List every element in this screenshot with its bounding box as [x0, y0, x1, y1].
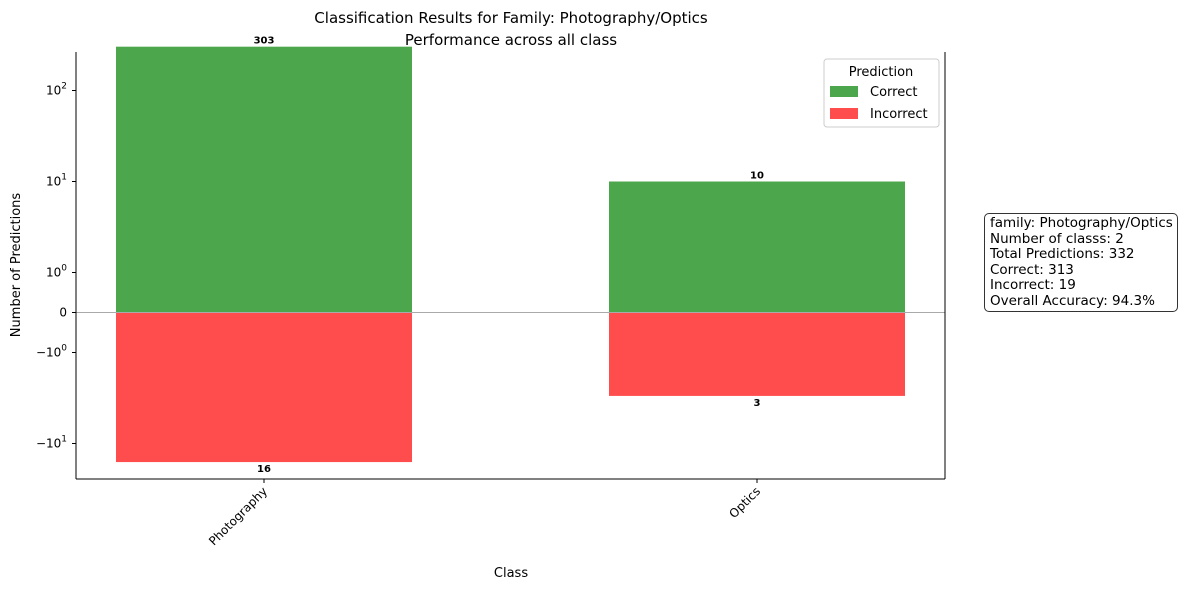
- bar-incorrect-photography: [116, 312, 412, 463]
- legend-label-correct: Correct: [870, 85, 917, 100]
- legend-title: Prediction: [849, 65, 914, 80]
- bars-layer: [116, 46, 905, 463]
- legend-swatch-correct: [830, 86, 858, 97]
- bar-label-incorrect-photography: 16: [257, 464, 271, 475]
- y-tick-label: 101: [46, 173, 67, 189]
- bar-correct-optics: [609, 181, 905, 313]
- y-tick-label: 102: [46, 82, 67, 98]
- legend: Prediction Correct Incorrect: [823, 58, 940, 128]
- x-axis-title: Class: [494, 566, 528, 581]
- bar-label-correct-photography: 303: [254, 36, 275, 47]
- y-tick-label: 0: [59, 306, 67, 320]
- bar-label-incorrect-optics: 3: [754, 398, 761, 409]
- chart-subtitle: Performance across all class: [405, 31, 617, 49]
- x-tick-label-photography: Photography: [206, 484, 270, 548]
- summary-correct: Correct: 313: [990, 261, 1074, 278]
- x-tick-label-optics: Optics: [726, 484, 763, 521]
- summary-family: family: Photography/Optics: [990, 215, 1173, 231]
- bar-labels-layer: 303 10 16 3: [254, 36, 764, 475]
- y-axis-title: Number of Predictions: [9, 193, 24, 338]
- legend-swatch-incorrect: [830, 108, 858, 119]
- y-tick-label: −100: [36, 344, 67, 360]
- summary-total: Total Predictions: 332: [990, 246, 1135, 262]
- y-ticks-layer: 102 101 100 0 −100 −101: [36, 82, 76, 451]
- summary-box: family: Photography/Optics Number of cla…: [984, 213, 1178, 312]
- legend-label-incorrect: Incorrect: [870, 107, 928, 122]
- bar-correct-photography: [116, 46, 412, 313]
- x-ticks-layer: Photography Optics: [206, 479, 763, 548]
- summary-accuracy: Overall Accuracy: 94.3%: [990, 292, 1155, 309]
- bar-incorrect-optics: [609, 312, 905, 396]
- y-tick-label: −101: [36, 435, 67, 451]
- summary-incorrect: Incorrect: 19: [990, 277, 1076, 293]
- summary-class-count: Number of classs: 2: [990, 230, 1124, 247]
- bar-label-correct-optics: 10: [750, 171, 764, 182]
- y-tick-label: 100: [46, 264, 67, 280]
- chart-title: Classification Results for Family: Photo…: [314, 9, 708, 27]
